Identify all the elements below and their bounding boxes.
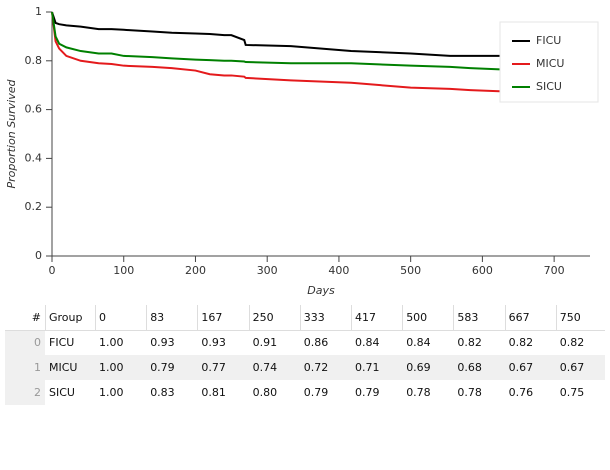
table-cell: 0.68: [457, 361, 482, 374]
y-tick-label: 0.8: [25, 54, 43, 67]
column-header: 167: [201, 311, 223, 324]
table-cell: SICU: [49, 386, 75, 399]
table-cell: 0.67: [508, 361, 534, 374]
legend: FICU MICU SICU: [499, 21, 599, 103]
y-tick-label: 1: [35, 5, 42, 18]
x-tick-label: 400: [328, 264, 349, 277]
index-background: [5, 330, 45, 405]
row-index: 1: [34, 361, 41, 374]
table-cell: 0.80: [252, 386, 278, 399]
column-rule: [248, 305, 250, 330]
column-rule: [453, 305, 455, 330]
x-tick-label: 100: [113, 264, 134, 277]
column-rule: [146, 305, 148, 330]
table-cell: 0.81: [201, 386, 226, 399]
y-tick-label: 0.2: [25, 200, 43, 213]
table-cell: 0.82: [457, 336, 482, 349]
table-cell: 0.82: [559, 336, 585, 349]
column-rule: [95, 305, 96, 330]
legend-label: MICU: [536, 57, 564, 70]
column-rule: [504, 305, 506, 330]
column-rule: [351, 305, 352, 330]
column-header: Group: [49, 311, 83, 324]
table-cell: 0.72: [303, 361, 329, 374]
column-header: 667: [508, 311, 530, 324]
table-cell: 0.79: [355, 386, 380, 399]
legend-box: [499, 21, 599, 103]
table-cell: 0.67: [559, 361, 585, 374]
row-background: [5, 355, 605, 380]
x-tick-label: 600: [472, 264, 493, 277]
column-rule: [45, 305, 46, 330]
table-cell: 0.78: [457, 386, 482, 399]
column-rule: [555, 305, 557, 330]
column-header: 417: [355, 311, 376, 324]
x-axis-label: Days: [307, 284, 335, 297]
column-header: 750: [559, 311, 581, 324]
table-cell: 0.91: [252, 336, 278, 349]
table: # Group 0 83 167 250 333 417 500 583 667 750 0 FICU 1.…: [0, 305, 610, 405]
table-cell: 0.79: [303, 386, 329, 399]
survival-line: [51, 11, 591, 74]
y-axis-label: Proportion Survived: [5, 78, 18, 188]
column-rule: [402, 305, 404, 330]
table-cell: 0.84: [355, 336, 380, 349]
column-rule: [299, 305, 301, 330]
survival-line: [51, 11, 590, 57]
x-tick-label: 700: [544, 264, 565, 277]
table-cell: 0.74: [252, 361, 278, 374]
table-cell: 0.75: [559, 386, 585, 399]
table-cell: FICU: [49, 336, 75, 349]
y-tick-label: 0.6: [25, 103, 43, 116]
y-tick-label: 0.4: [25, 151, 43, 164]
table-cell: 0.69: [406, 361, 431, 374]
column-header: #: [31, 311, 41, 324]
table-cell: 0.71: [355, 361, 380, 374]
survival-line: [51, 11, 590, 94]
table-cell: 0.78: [406, 386, 431, 399]
table-cell: MICU: [49, 361, 78, 374]
column-header: 0: [99, 311, 106, 324]
legend-label: FICU: [536, 34, 561, 47]
table-cell: 0.83: [150, 386, 175, 399]
column-rule: [197, 305, 199, 330]
x-tick-label: 200: [185, 264, 206, 277]
table-cell: 0.82: [508, 336, 534, 349]
table-cell: 0.86: [303, 336, 329, 349]
column-header: 333: [303, 311, 325, 324]
row-index: 0: [34, 336, 41, 349]
column-header: 83: [150, 311, 165, 324]
x-tick-label: 300: [257, 264, 278, 277]
x-tick-label: 500: [400, 264, 421, 277]
x-tick-label: 0: [49, 264, 56, 277]
column-header: 583: [457, 311, 479, 324]
table-cell: 0.79: [150, 361, 175, 374]
table-cell: 0.84: [406, 336, 431, 349]
column-header: 250: [252, 311, 274, 324]
table-cell: 0.93: [150, 336, 175, 349]
table-cell: 1.00: [99, 361, 124, 374]
legend-label: SICU: [536, 80, 562, 93]
row-index: 2: [34, 386, 41, 399]
column-header: 500: [406, 311, 428, 324]
table-cell: 1.00: [99, 386, 124, 399]
chart: Days Proportion Survived 00.20.40.60.810…: [5, 5, 599, 297]
y-tick-label: 0: [35, 249, 42, 262]
table-cell: 0.93: [201, 336, 226, 349]
header-rule: [5, 330, 605, 331]
table-cell: 0.76: [508, 386, 534, 399]
table-cell: 1.00: [99, 336, 124, 349]
table-cell: 0.77: [201, 361, 226, 374]
